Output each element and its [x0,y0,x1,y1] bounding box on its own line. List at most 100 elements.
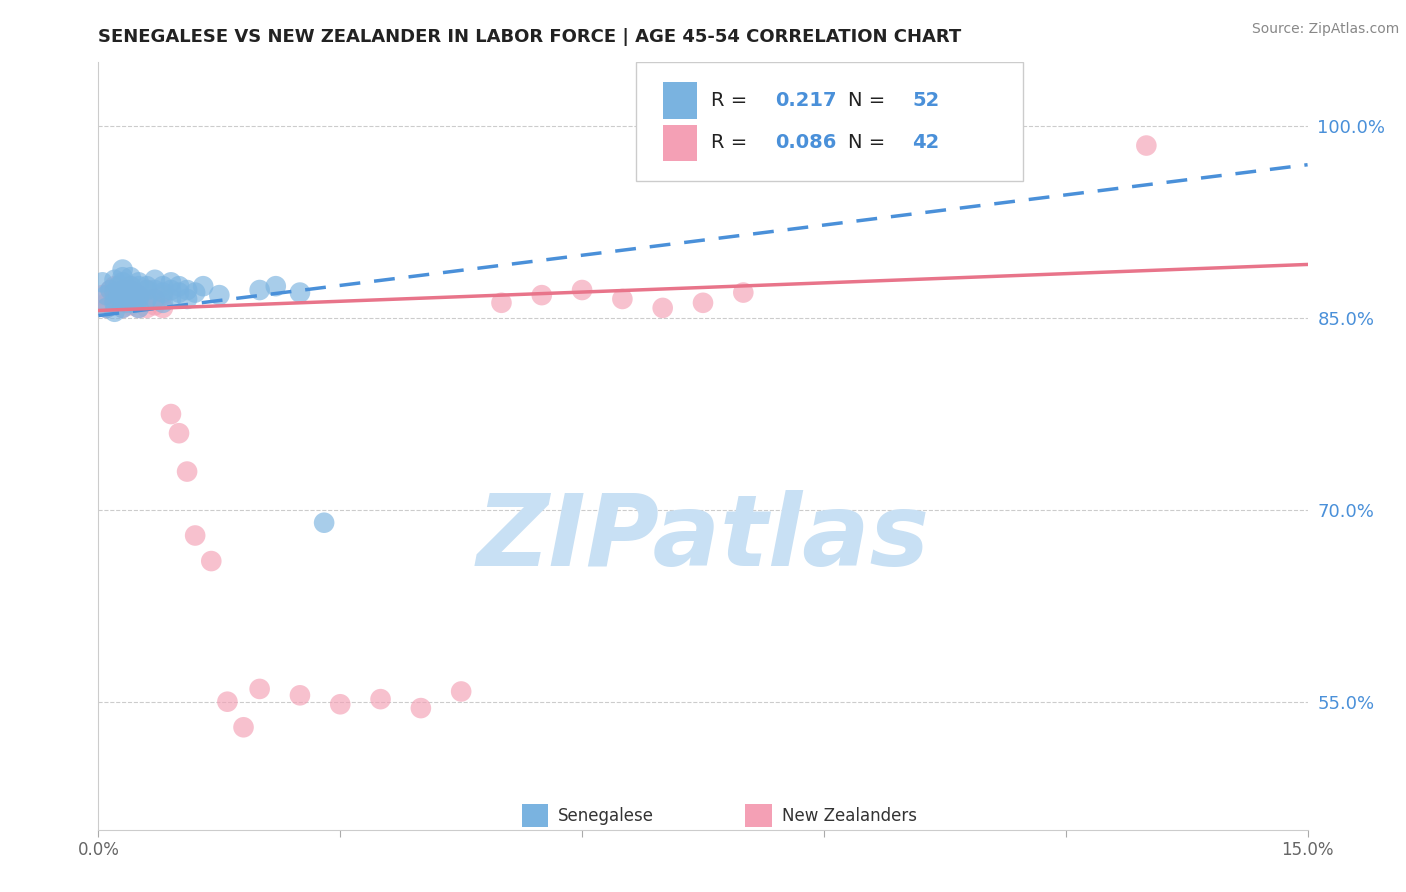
Point [692,295,714,310]
Point [111,262,134,277]
Point [120,279,142,293]
Point [128,276,150,290]
Point [128,279,150,293]
Point [143,292,166,306]
Point [103,285,125,300]
Text: ZIPatlas: ZIPatlas [477,490,929,587]
Point [167,426,190,441]
Point [128,292,150,306]
Bar [664,82,697,120]
Point [100,283,122,297]
Text: 0.217: 0.217 [776,91,837,111]
Point [135,292,157,306]
Point [152,288,174,302]
Bar [745,805,772,827]
Point [103,292,125,306]
Text: R =: R = [711,134,748,153]
Text: Senegalese: Senegalese [558,806,654,825]
Point [152,295,174,310]
Point [120,292,142,306]
Point [96,295,118,310]
Point [370,692,392,706]
Point [612,292,634,306]
Point [107,288,129,302]
Text: N =: N = [848,91,886,111]
Point [491,295,513,310]
Point [143,273,166,287]
Point [152,301,174,315]
Text: SENEGALESE VS NEW ZEALANDER IN LABOR FORCE | AGE 45-54 CORRELATION CHART: SENEGALESE VS NEW ZEALANDER IN LABOR FOR… [98,28,962,45]
Point [160,276,183,290]
Point [96,301,118,315]
Text: New Zealanders: New Zealanders [782,806,917,825]
Point [450,684,472,698]
Point [135,283,157,297]
Point [160,407,183,421]
Point [107,279,129,293]
Point [288,689,311,703]
Point [167,285,190,300]
Point [120,283,142,297]
Point [111,276,134,290]
Point [232,720,254,734]
Point [128,301,150,315]
Point [115,295,138,310]
Point [176,283,198,297]
Point [128,292,150,306]
Point [120,270,142,285]
Point [128,301,150,315]
Point [143,283,166,297]
Point [409,701,432,715]
Point [184,285,207,300]
Point [249,681,271,696]
Point [128,288,150,302]
Bar [522,805,548,827]
Point [208,288,231,302]
Point [200,554,222,568]
Text: R =: R = [711,91,748,111]
Point [152,285,174,300]
FancyBboxPatch shape [637,62,1024,181]
Point [120,279,142,293]
Point [135,301,157,315]
Point [100,283,122,297]
Point [120,298,142,312]
Point [176,292,198,306]
Point [152,279,174,293]
Point [217,695,239,709]
Point [103,305,125,319]
Text: Source: ZipAtlas.com: Source: ZipAtlas.com [1251,22,1399,37]
Point [128,288,150,302]
Text: 0.086: 0.086 [776,134,837,153]
Point [249,283,271,297]
Point [264,279,287,293]
Point [571,283,593,297]
Point [1135,138,1157,153]
Point [651,301,673,315]
Point [111,301,134,315]
Point [167,279,190,293]
Point [91,288,114,302]
Bar [664,125,697,161]
Point [115,288,138,302]
Point [193,279,215,293]
Point [103,295,125,310]
Point [111,283,134,297]
Point [160,283,183,297]
Point [96,288,118,302]
Text: 42: 42 [912,134,939,153]
Point [124,285,146,300]
Point [111,283,134,297]
Point [314,516,336,530]
Point [143,292,166,306]
Point [176,465,198,479]
Point [184,528,207,542]
Point [103,273,125,287]
Point [91,276,114,290]
Point [111,301,134,315]
Point [111,270,134,285]
Point [135,279,157,293]
Text: 52: 52 [912,91,939,111]
Point [111,292,134,306]
Point [329,698,352,712]
